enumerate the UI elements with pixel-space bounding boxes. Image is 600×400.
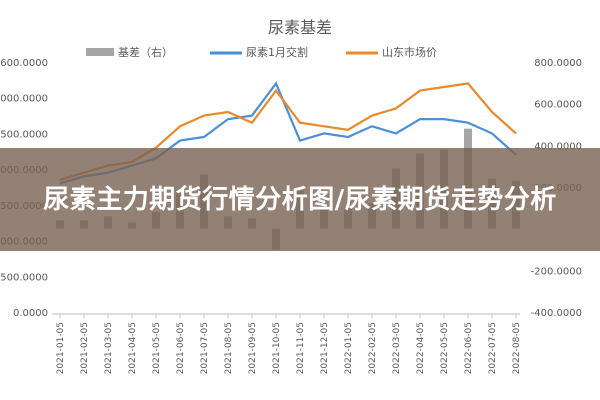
left-tick-label: 500.0000 [0, 272, 48, 283]
x-axis-ticks: 2021-01-05 2021-02-05 2021-03-05 2021-04-05… [56, 314, 522, 374]
legend-label-futures: 尿素1月交割 [246, 45, 308, 59]
x-tick-label: 2021-06-05 [176, 322, 186, 374]
legend-label-spot: 山东市场价 [382, 45, 437, 59]
x-tick-label: 2022-05-05 [440, 322, 450, 374]
x-tick-label: 2021-12-05 [320, 322, 330, 374]
x-tick-label: 2021-09-05 [248, 322, 258, 374]
right-tick-label: 600.0000 [534, 100, 582, 111]
x-tick-label: 2021-05-05 [152, 322, 162, 374]
x-tick-label: 2021-08-05 [224, 322, 234, 374]
x-tick-label: 2021-04-05 [128, 322, 138, 374]
x-tick-label: 2021-03-05 [104, 322, 114, 374]
left-tick-label: 500.0000 [0, 129, 48, 140]
x-tick-label: 2022-06-05 [464, 322, 474, 374]
right-tick-label: 800.0000 [534, 58, 582, 69]
legend: 基差（右） 尿素1月交割 山东市场价 [86, 45, 437, 59]
x-tick-label: 2021-02-05 [80, 322, 90, 374]
legend-label-basis: 基差（右） [118, 45, 173, 59]
legend-swatch-basis [86, 48, 114, 56]
x-tick-label: 2021-07-05 [200, 322, 210, 374]
left-tick-label: 600.0000 [0, 58, 48, 69]
chart-title: 尿素基差 [268, 18, 332, 37]
x-tick-label: 2022-04-05 [416, 322, 426, 374]
title-banner: 尿素主力期货行情分析图/尿素期货走势分析 [0, 148, 600, 251]
x-tick-label: 2022-02-05 [368, 322, 378, 374]
right-tick-label: 400.0000 [534, 141, 582, 152]
x-tick-label: 2022-08-05 [512, 322, 522, 374]
right-tick-label: -200.0000 [531, 266, 582, 277]
x-tick-label: 2022-03-05 [392, 322, 402, 374]
right-tick-label: -400.0000 [531, 308, 582, 319]
x-tick-label: 2021-11-05 [296, 322, 306, 374]
banner-title: 尿素主力期货行情分析图/尿素期货走势分析 [43, 184, 557, 215]
left-tick-label: 000.0000 [0, 94, 48, 105]
left-tick-label: 0.0000 [13, 308, 48, 319]
x-tick-label: 2021-01-05 [56, 322, 66, 374]
x-tick-label: 2021-10-05 [272, 322, 282, 374]
x-tick-label: 2022-07-05 [488, 322, 498, 374]
x-tick-label: 2022-01-05 [344, 322, 354, 374]
